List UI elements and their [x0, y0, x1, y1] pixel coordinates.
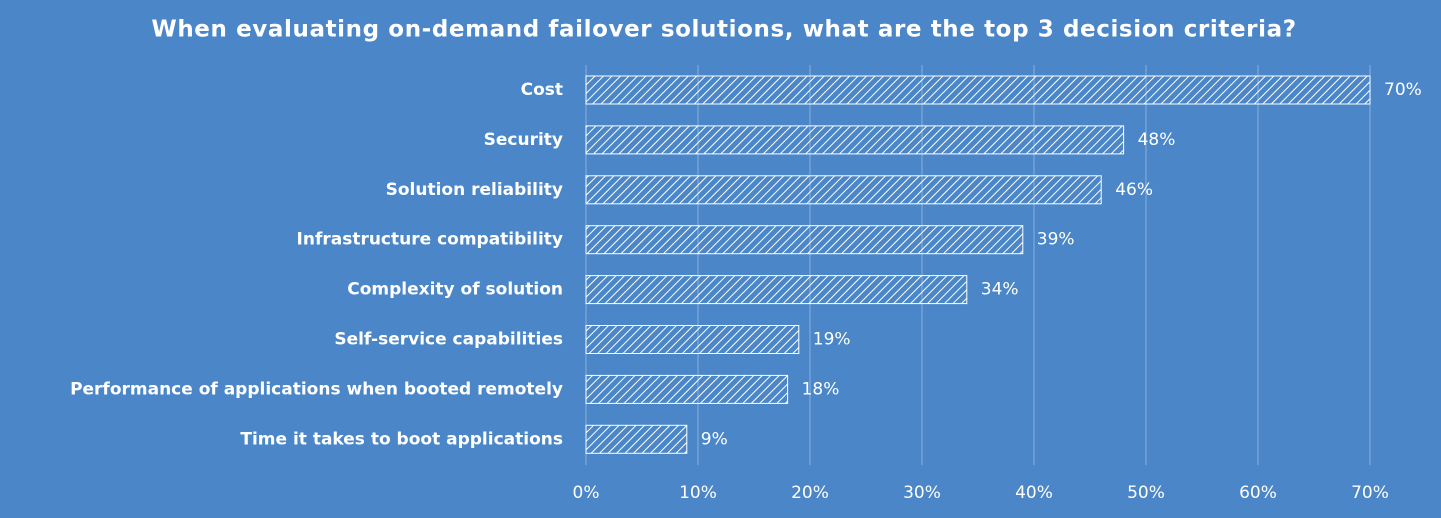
x-tick-label: 40% — [1015, 483, 1053, 503]
value-label: 70% — [1384, 80, 1422, 100]
category-label: Security — [484, 130, 563, 150]
x-tick-label: 30% — [903, 483, 941, 503]
x-tick-label: 50% — [1127, 483, 1165, 503]
bar — [585, 75, 1371, 105]
bar — [585, 175, 1102, 205]
bar — [585, 275, 968, 305]
bar — [585, 325, 800, 354]
bar — [585, 225, 1024, 255]
value-label: 46% — [1115, 180, 1153, 200]
category-label: Solution reliability — [386, 180, 563, 200]
value-label: 48% — [1138, 130, 1176, 150]
x-tick-label: 60% — [1239, 483, 1277, 503]
value-label: 19% — [813, 330, 851, 350]
bar — [585, 374, 789, 404]
category-label: Self-service capabilities — [334, 330, 563, 350]
value-label: 9% — [701, 429, 728, 449]
x-tick-label: 70% — [1351, 483, 1389, 503]
x-tick-label: 10% — [679, 483, 717, 503]
category-label: Cost — [521, 80, 563, 100]
chart-title: When evaluating on-demand failover solut… — [151, 17, 1296, 43]
bar — [585, 125, 1125, 155]
bar — [585, 424, 688, 454]
x-tick-label: 0% — [573, 483, 600, 503]
category-label: Time it takes to boot applications — [240, 429, 563, 449]
value-label: 18% — [802, 379, 840, 399]
category-label: Infrastructure compatibility — [297, 230, 563, 250]
category-label: Complexity of solution — [347, 280, 563, 300]
value-label: 39% — [1037, 230, 1075, 250]
x-tick-label: 20% — [791, 483, 829, 503]
category-label: Performance of applications when booted … — [70, 379, 563, 399]
value-label: 34% — [981, 280, 1019, 300]
